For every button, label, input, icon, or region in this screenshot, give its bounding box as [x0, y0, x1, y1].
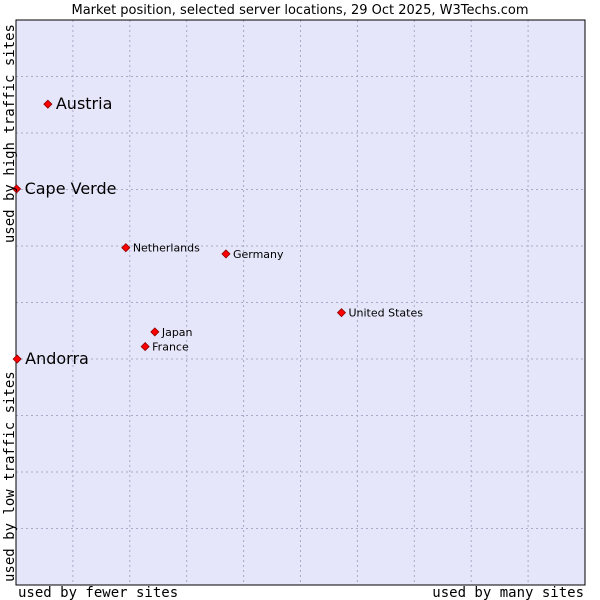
y-axis-low-label: used by low traffic sites: [2, 371, 18, 582]
point-marker-france: [140, 342, 150, 352]
point-marker-netherlands: [121, 243, 131, 253]
y-axis-high-label: used by high traffic sites: [2, 24, 18, 243]
point-marker-united-states: [336, 308, 347, 318]
point-label-andorra: Andorra: [25, 349, 89, 368]
point-label-cape-verde: Cape Verde: [25, 179, 117, 198]
x-axis-high-label: used by many sites: [432, 585, 584, 600]
point-marker-cape-verde: [12, 184, 22, 194]
plot-frame: [15, 19, 586, 586]
chart-title: Market position, selected server locatio…: [71, 3, 528, 18]
grid-lines: [16, 20, 585, 585]
data-points: Austria Cape Verde Netherlands Germany Unite…: [12, 94, 423, 368]
point-marker-austria: [43, 99, 53, 109]
x-axis-low-label: used by fewer sites: [18, 585, 178, 600]
point-marker-andorra: [12, 354, 22, 364]
point-label-austria: Austria: [56, 94, 113, 113]
point-label-netherlands: Netherlands: [133, 242, 200, 255]
point-marker-germany: [221, 249, 231, 259]
point-marker-japan: [150, 327, 160, 337]
point-label-japan: Japan: [161, 326, 193, 339]
point-label-france: France: [152, 341, 189, 354]
point-label-united-states: United States: [348, 307, 423, 320]
point-label-germany: Germany: [233, 248, 284, 261]
